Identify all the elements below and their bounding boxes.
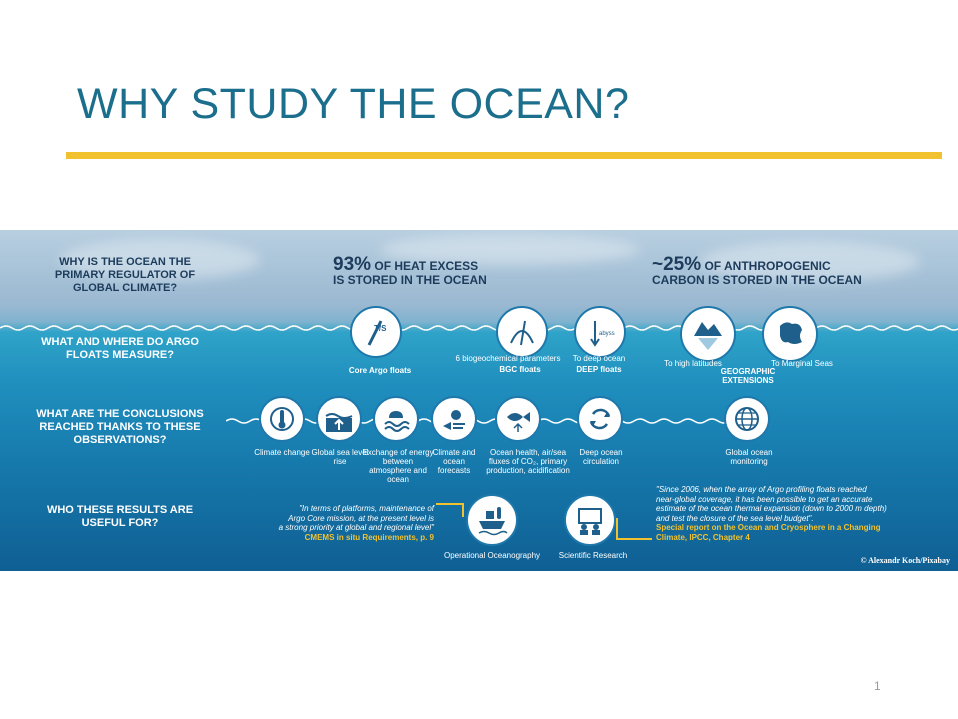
bgc-float-label: BGC floats	[499, 365, 541, 374]
question-measure: WHAT AND WHERE DO ARGO FLOATS MEASURE?	[41, 336, 199, 361]
operational-oceanography-label: Operational Oceanography	[443, 551, 541, 560]
bgc-params: 6 biogeochemical parameters	[455, 354, 561, 363]
page-number: 1	[874, 679, 881, 693]
heat-text-2: IS STORED IN THE OCEAN	[333, 273, 487, 287]
scientists-icon	[564, 494, 616, 546]
right-quote: "Since 2006, when the array of Argo prof…	[656, 485, 936, 542]
heat-stat: 93% OF HEAT EXCESS IS STORED IN THE OCEA…	[333, 255, 533, 287]
scientific-research-label: Scientific Research	[558, 551, 628, 560]
right-quote-source-1: Special report on the Ocean and Cryosphe…	[656, 523, 881, 532]
core-float-icon: T/S	[350, 306, 402, 358]
right-quote-line-2: near-global coverage, it has been possib…	[656, 494, 873, 504]
conclusion-label-6: Global ocean monitoring	[725, 448, 773, 466]
carbon-stat: ~25% OF ANTHROPOGENIC CARBON IS STORED I…	[652, 255, 892, 287]
cloud-wave-icon	[373, 396, 419, 442]
question-conclusions: WHAT ARE THE CONCLUSIONS REACHED THANKS …	[36, 408, 204, 446]
carbon-text-2: CARBON IS STORED IN THE OCEAN	[652, 273, 862, 287]
right-quote-line-1: "Since 2006, when the array of Argo prof…	[656, 485, 867, 494]
conclusion-label-0: Climate change	[254, 448, 310, 457]
carbon-percent: ~25%	[652, 254, 702, 275]
fish-icon	[495, 396, 541, 442]
europe-map-icon	[762, 306, 818, 362]
conclusion-label-1: Global sea level rise	[311, 448, 369, 466]
svg-text:T/S: T/S	[374, 324, 387, 333]
deep-float-icon: abyss	[574, 306, 626, 358]
conclusion-label-4: Ocean health, air/sea fluxes of CO₂, pri…	[486, 448, 570, 475]
conclusions-line	[226, 418, 755, 424]
marginal-seas-label: To Marginal Seas	[771, 359, 833, 368]
cloud	[380, 235, 640, 265]
carbon-text-1: OF ANTHROPOGENIC	[701, 259, 831, 273]
sea-level-icon	[316, 396, 362, 442]
left-quote: "In terms of platforms, maintenance of A…	[262, 504, 434, 542]
ship-icon	[466, 494, 518, 546]
conclusion-label-2: Exchange of energy between atmosphere an…	[362, 448, 434, 484]
image-credit: © Alexandr Koch/Pixabay	[860, 556, 950, 565]
slide-title: WHY STUDY THE OCEAN?	[77, 80, 630, 128]
bgc-float-icon	[496, 306, 548, 358]
cloud	[700, 242, 920, 282]
question-useful: WHO THESE RESULTS ARE USEFUL FOR?	[46, 504, 194, 529]
question-regulator: WHY IS THE OCEAN THE PRIMARY REGULATOR O…	[54, 256, 196, 294]
climate-change-icon	[259, 396, 305, 442]
right-quote-source-2: Climate, IPCC, Chapter 4	[656, 532, 750, 542]
left-quote-line-1: "In terms of platforms, maintenance of	[299, 504, 434, 513]
right-quote-line-3: estimate of the ocean thermal expansion …	[656, 504, 887, 513]
conclusion-label-5: Deep ocean circulation	[579, 448, 623, 466]
globe-icon	[724, 396, 770, 442]
deep-float-label: DEEP floats	[576, 365, 622, 374]
circulation-icon	[577, 396, 623, 442]
core-float-label: Core Argo floats	[348, 366, 412, 375]
right-quote-line-4: and test the closure of the sea level bu…	[656, 513, 814, 523]
deep-params: To deep ocean	[572, 354, 626, 363]
geographic-extensions-label: GEOGRAPHIC EXTENSIONS	[720, 367, 776, 385]
left-quote-source: CMEMS in situ Requirements, p. 9	[304, 532, 434, 542]
svg-text:abyss: abyss	[599, 331, 615, 337]
title-underline	[66, 152, 942, 159]
conclusion-label-3: Climate and ocean forecasts	[432, 448, 476, 475]
heat-text-1: OF HEAT EXCESS	[371, 259, 479, 273]
left-quote-line-2: Argo Core mission, at the present level …	[288, 513, 434, 523]
left-quote-bracket	[436, 503, 464, 517]
left-quote-line-3: a strong priority at global and regional…	[278, 523, 434, 532]
ocean-infographic: WHY IS THE OCEAN THE PRIMARY REGULATOR O…	[0, 230, 958, 571]
right-quote-bracket	[616, 518, 652, 540]
heat-percent: 93%	[333, 254, 372, 275]
weather-icon	[431, 396, 477, 442]
iceberg-icon	[680, 306, 736, 362]
cloud	[60, 240, 260, 280]
high-latitudes-label: To high latitudes	[664, 359, 722, 368]
